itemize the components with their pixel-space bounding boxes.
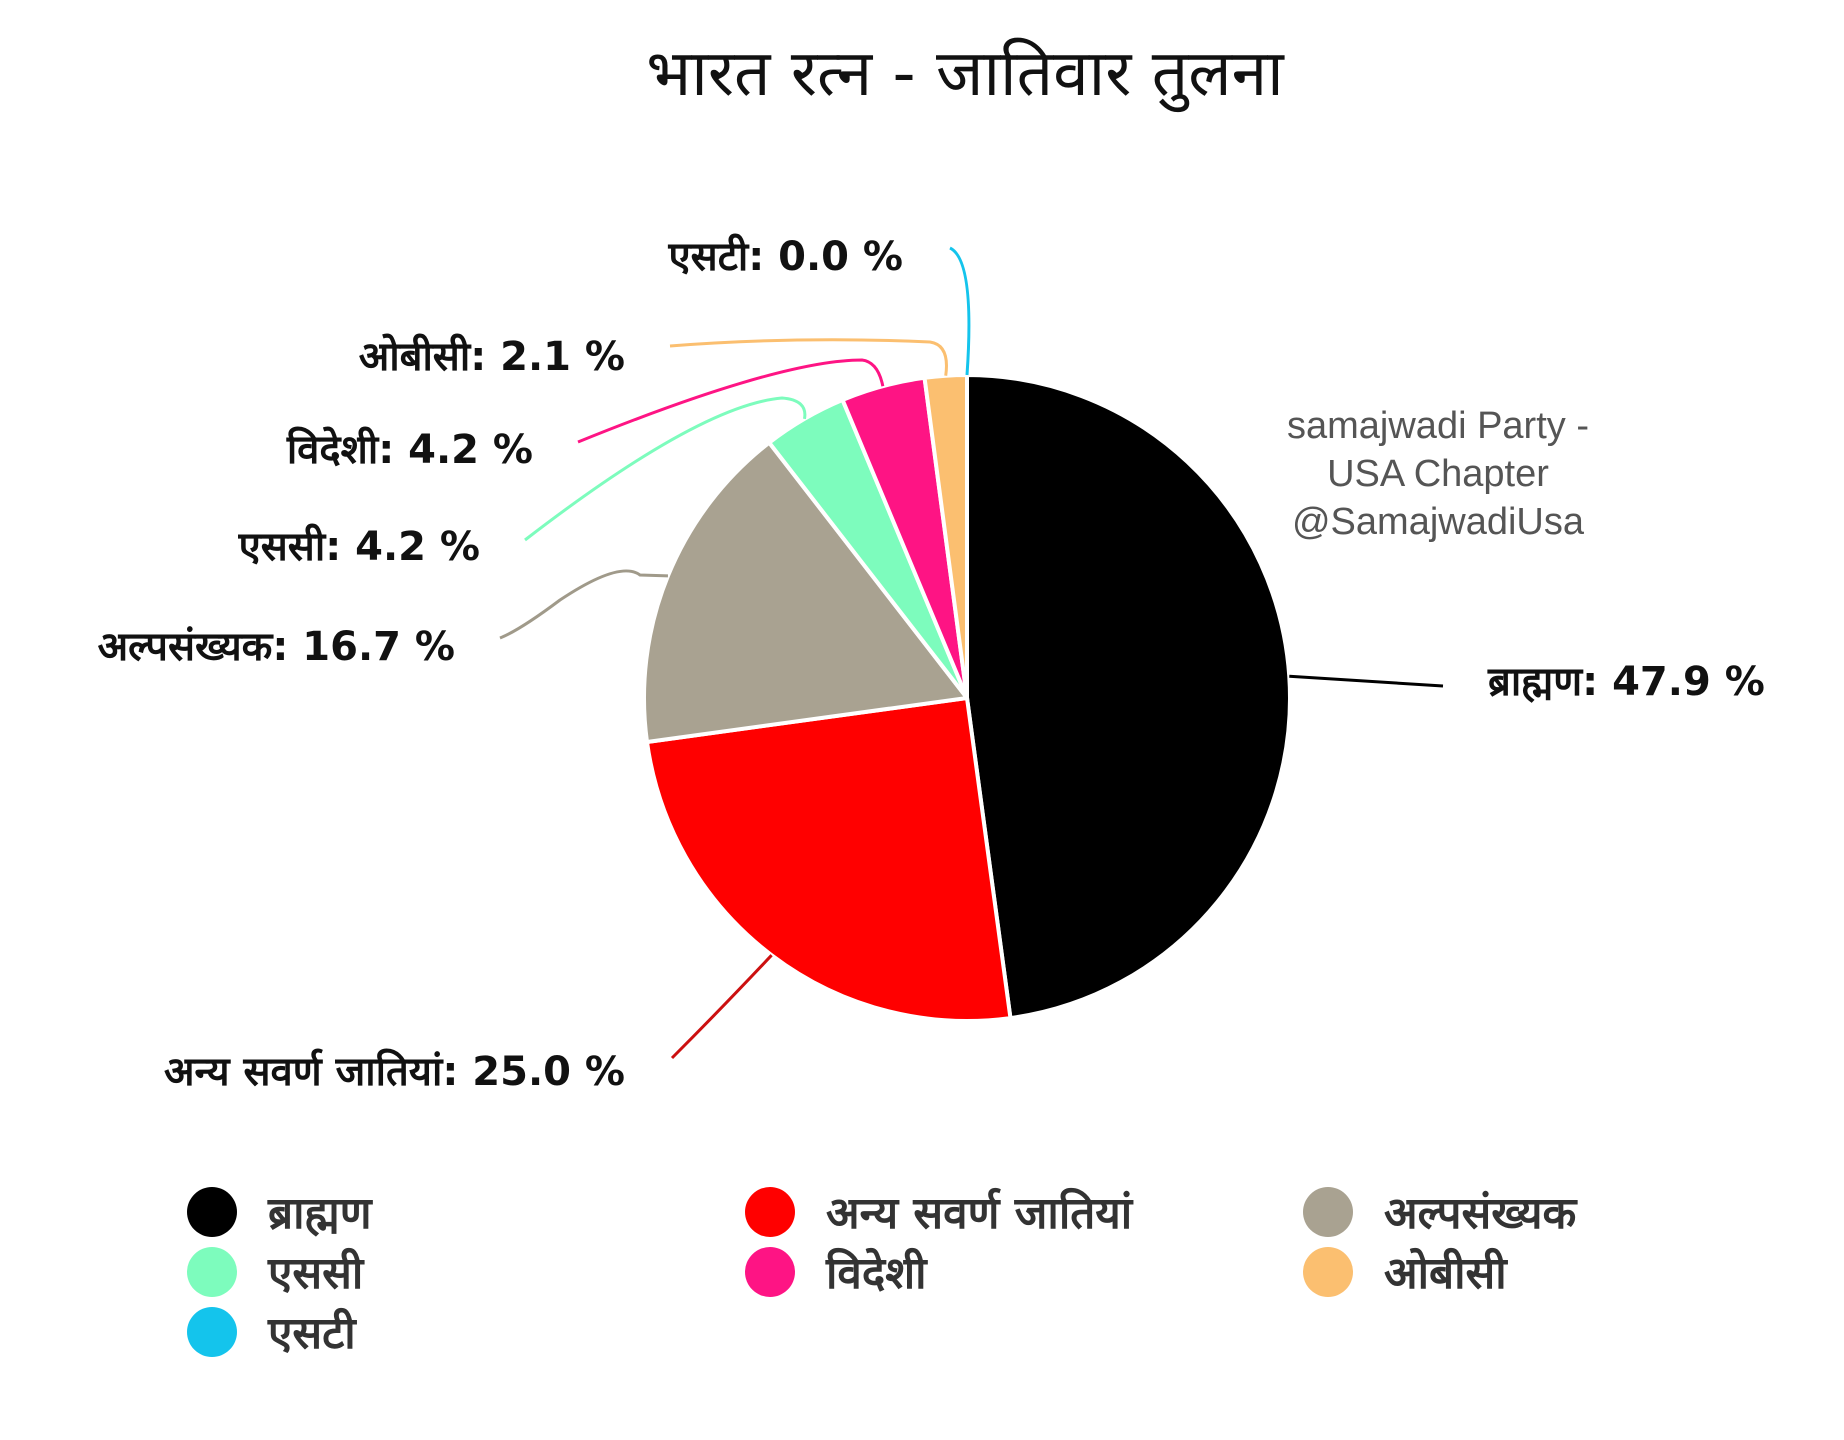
legend-item-7: एसटी: [187, 1307, 357, 1359]
watermark-line-3: @SamajwadiUsa: [1292, 501, 1585, 543]
legend-label-6: ओबीसी: [1384, 1247, 1508, 1299]
slice-4-leader-line: [524, 396, 807, 542]
slice-6-data-label: ओबीसी: 2.1 %: [359, 333, 625, 380]
slice-2-wedge: [645, 696, 1013, 1023]
legend-label-7: एसटी: [267, 1307, 357, 1359]
slice-2-data-label: अन्य सवर्ण जातियां: 25.0 %: [164, 1048, 625, 1095]
slice-7-leader-line: [949, 246, 971, 376]
slice-4-data-label: एससी: 4.2 %: [238, 523, 480, 570]
slice-1-leader-line: [1289, 674, 1444, 688]
legend-item-1: ब्राह्मण: [187, 1187, 374, 1239]
legend-swatch-5: [745, 1247, 795, 1297]
watermark: samajwadi Party - USA Chapter @Samajwadi…: [1287, 405, 1589, 543]
slice-7-data-label: एसटी: 0.0 %: [668, 233, 903, 280]
legend-swatch-3: [1303, 1187, 1353, 1237]
legend-swatch-2: [745, 1187, 795, 1237]
slice-6-leader-line: [669, 338, 948, 376]
slice-3-data-label: अल्पसंख्यक: 16.7 %: [98, 624, 455, 670]
legend-label-5: विदेशी: [825, 1247, 928, 1299]
legend-label-2: अन्य सवर्ण जातियां: [826, 1187, 1134, 1239]
legend-swatch-4: [187, 1247, 237, 1297]
legend: ब्राह्मण अन्य सवर्ण जातियां अल्पसंख्यक एससी…: [187, 1187, 1578, 1359]
slice-1-data-label: ब्राह्मण: 47.9 %: [1487, 659, 1765, 705]
slice-3-wedge: [642, 440, 969, 744]
legend-label-1: ब्राह्मण: [267, 1188, 374, 1239]
legend-label-4: एससी: [267, 1247, 365, 1299]
slice-labels: ब्राह्मण: 47.9 % अन्य सवर्ण जातियां: 25.0…: [98, 233, 1765, 1095]
slice-3-leader-line: [499, 569, 669, 640]
legend-item-6: ओबीसी: [1303, 1247, 1508, 1299]
legend-item-2: अन्य सवर्ण जातियां: [745, 1187, 1134, 1239]
leader-lines: [499, 246, 1444, 1060]
watermark-line-1: samajwadi Party -: [1287, 405, 1589, 447]
slice-5-data-label: विदेशी: 4.2 %: [286, 426, 533, 473]
legend-swatch-7: [187, 1307, 237, 1357]
legend-swatch-1: [187, 1187, 237, 1237]
watermark-line-2: USA Chapter: [1327, 453, 1549, 495]
slice-1-wedge: [965, 373, 1292, 1021]
legend-label-3: अल्पसंख्यक: [1384, 1188, 1578, 1239]
chart-title: भारत रत्न - जातिवार तुलना: [646, 37, 1285, 113]
legend-item-3: अल्पसंख्यक: [1303, 1187, 1578, 1239]
slice-2-leader-line: [670, 954, 773, 1060]
slice-5-leader-line: [577, 358, 885, 444]
legend-swatch-6: [1303, 1247, 1353, 1297]
pie-slices: [642, 373, 1292, 1023]
legend-item-5: विदेशी: [745, 1247, 928, 1299]
legend-item-4: एससी: [187, 1247, 365, 1299]
